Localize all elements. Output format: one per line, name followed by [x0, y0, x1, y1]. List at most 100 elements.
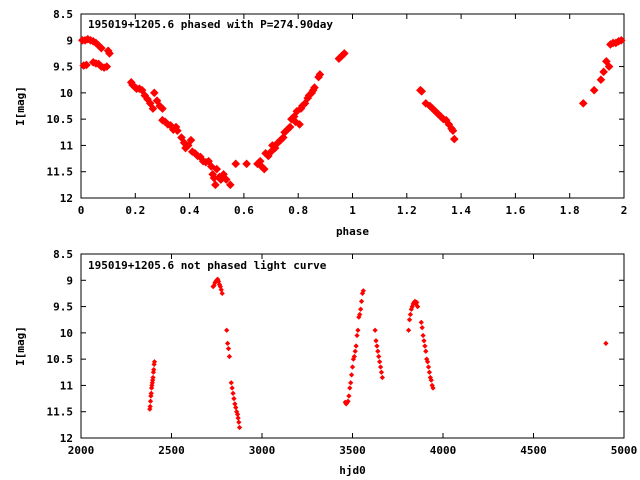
data-point: [207, 162, 216, 171]
data-point: [211, 180, 220, 190]
data-point: [226, 353, 233, 360]
data-point: [224, 327, 230, 333]
y-tick-label: 9: [66, 274, 73, 287]
data-point: [152, 96, 162, 106]
data-point: [224, 340, 231, 346]
data-point: [596, 75, 606, 85]
x-tick-label: 2000: [68, 444, 95, 457]
data-point: [351, 353, 357, 360]
data-point: [226, 180, 235, 190]
data-point: [421, 338, 427, 344]
y-axis-label: I[mag]: [14, 86, 27, 126]
data-point: [406, 317, 413, 323]
data-point: [230, 390, 236, 396]
x-tick-label: 2: [621, 204, 628, 217]
data-point: [270, 143, 280, 153]
x-axis-label: hjd0: [339, 464, 366, 477]
data-point: [348, 380, 354, 386]
data-point: [148, 104, 158, 113]
data-point: [315, 70, 325, 79]
data-point: [97, 43, 106, 53]
data-point: [378, 369, 385, 375]
phased-light-curve-chart: 0 0.2 0.4 0.6 0.8 1 1.2 1.4 1.6 1.8 2 8.5 9 9.5 10 10.5…: [14, 8, 627, 238]
data-point: [603, 340, 609, 346]
data-point: [426, 369, 433, 375]
data-point: [186, 135, 196, 145]
data-point: [415, 303, 421, 310]
data-point: [242, 159, 251, 169]
data-point: [102, 62, 112, 71]
data-point: [149, 88, 159, 98]
y-tick-label: 8.5: [53, 8, 73, 21]
data-point: [450, 134, 459, 144]
y-tick-label: 12: [60, 192, 73, 205]
data-point: [231, 159, 241, 169]
x-axis-label: phase: [336, 225, 369, 238]
data-point: [204, 156, 213, 166]
x-tick-label: 1.4: [451, 204, 471, 217]
y-tick-label: 10: [60, 327, 73, 340]
data-point: [419, 324, 425, 331]
data-point: [430, 385, 436, 391]
data-point: [221, 175, 231, 184]
data-point: [151, 361, 157, 368]
x-tick-label: 1.2: [397, 204, 417, 217]
data-point: [228, 380, 234, 386]
y-tick-label: 11.5: [47, 406, 74, 419]
data-point: [150, 377, 156, 383]
data-point: [422, 343, 428, 349]
data-point: [352, 348, 358, 354]
data-point: [148, 390, 154, 396]
data-point: [295, 120, 304, 129]
data-point: [448, 126, 458, 136]
data-point: [375, 348, 381, 354]
data-point: [354, 332, 360, 339]
data-point: [379, 374, 385, 381]
data-point: [420, 332, 426, 339]
y-tick-label: 10: [60, 87, 73, 100]
plot-frame: [80, 253, 625, 439]
data-point: [417, 86, 427, 96]
data-point: [105, 49, 114, 58]
x-tick-label: 0.2: [125, 204, 145, 217]
data-point: [376, 353, 382, 360]
data-point: [418, 319, 424, 325]
data-point: [235, 415, 241, 421]
data-point: [346, 393, 352, 399]
data-point: [423, 348, 429, 354]
y-tick-label: 11.5: [47, 166, 74, 179]
data-point: [373, 338, 379, 344]
data-point: [604, 62, 614, 71]
data-point: [147, 398, 154, 404]
data-point: [349, 364, 356, 370]
data-point: [616, 35, 626, 45]
data-point: [177, 133, 186, 142]
data-point: [372, 327, 378, 333]
data-point: [347, 385, 353, 391]
data-point: [357, 311, 363, 318]
data-point: [158, 104, 167, 113]
data-point: [300, 99, 310, 108]
y-tick-label: 11: [60, 379, 74, 392]
data-point: [150, 374, 156, 381]
y-tick-label: 9.5: [53, 61, 73, 74]
data-point: [151, 359, 158, 365]
data-point: [374, 343, 380, 349]
chart-title: 195019+1205.6 not phased light curve: [88, 259, 327, 272]
data-point: [602, 57, 611, 66]
data-point: [358, 298, 365, 304]
data-point: [183, 141, 193, 150]
y-tick-label: 10.5: [47, 353, 74, 366]
data-point: [219, 170, 228, 179]
data-point: [236, 419, 242, 425]
data-point: [348, 372, 355, 378]
data-point: [137, 85, 147, 95]
data-point: [225, 346, 232, 352]
x-tick-label: 1: [349, 204, 356, 217]
unphased-light-curve-chart: 2000 2500 3000 3500 4000 4500 5000 8.5 9 9.5 10 10.…: [14, 248, 637, 477]
x-tick-label: 3000: [249, 444, 276, 457]
data-point: [236, 424, 243, 431]
x-tick-label: 1.8: [560, 204, 580, 217]
data-point: [229, 385, 235, 391]
